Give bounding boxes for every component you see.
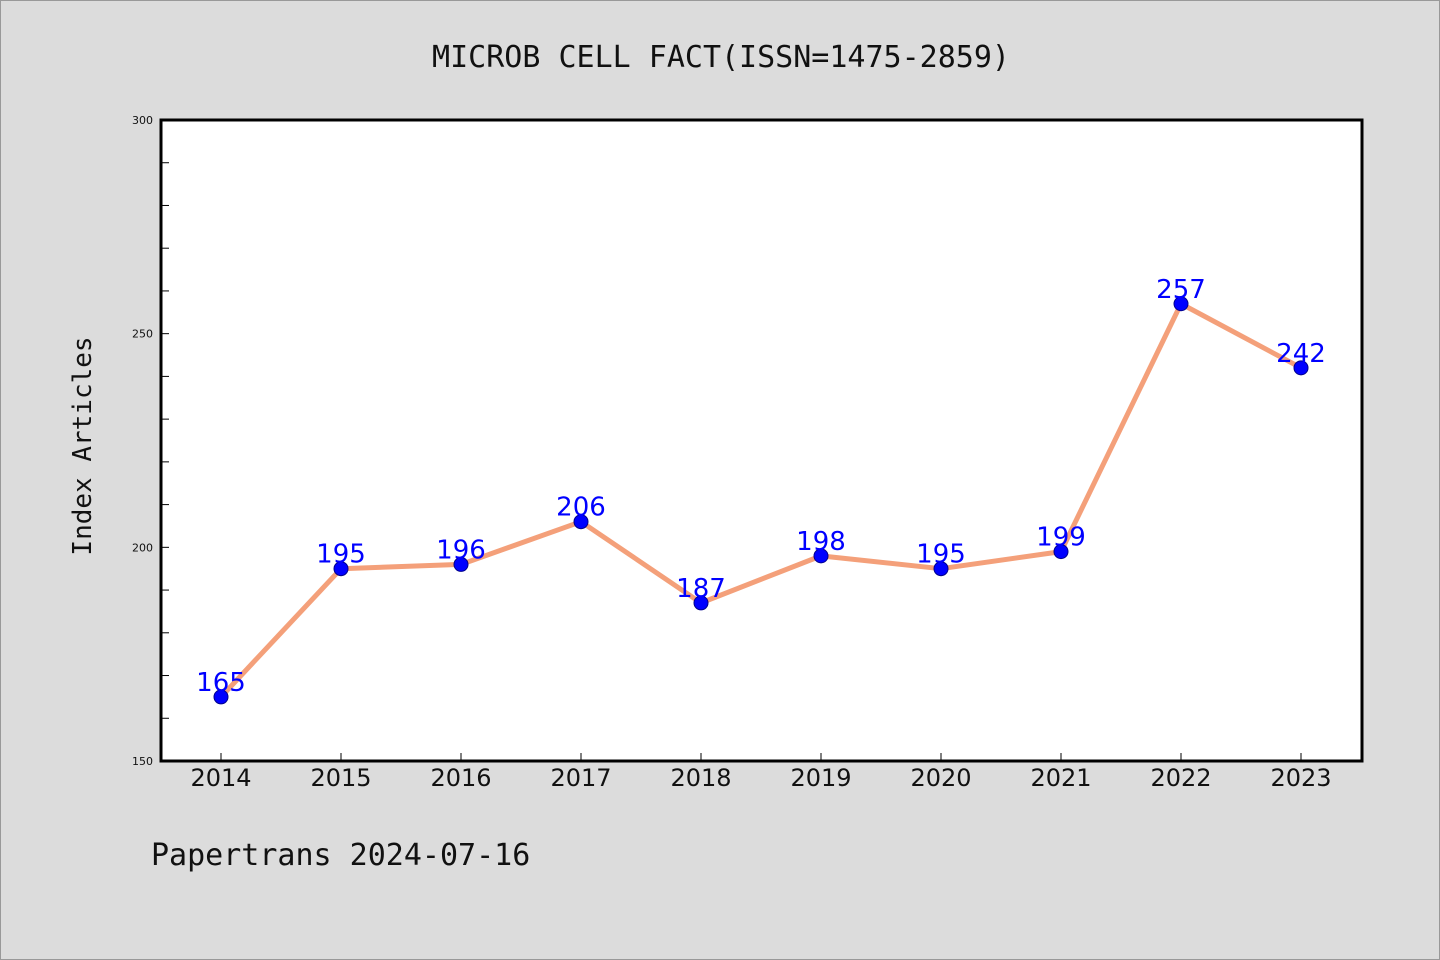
y-tick-label: 300 <box>132 114 153 127</box>
y-tick-label: 250 <box>132 328 153 341</box>
x-axis: 2014 2015 2016 2017 2018 2019 2020 2021 2022 2023 <box>190 753 1332 792</box>
data-point <box>933 561 949 577</box>
data-label: 196 <box>436 535 486 565</box>
data-point <box>453 556 469 572</box>
data-markers <box>213 296 1309 705</box>
data-point <box>1053 544 1069 560</box>
x-tick-label: 2022 <box>1150 764 1211 792</box>
x-tick-label: 2014 <box>190 764 251 792</box>
data-label: 195 <box>916 540 966 570</box>
x-tick-label: 2019 <box>790 764 851 792</box>
x-tick-label: 2018 <box>670 764 731 792</box>
plot-area <box>159 118 1364 763</box>
x-tick-label: 2015 <box>310 764 371 792</box>
data-point <box>573 514 589 530</box>
chart-title: MICROB CELL FACT(ISSN=1475-2859) <box>432 40 1010 75</box>
data-label: 195 <box>316 540 366 570</box>
data-label: 242 <box>1276 339 1326 369</box>
data-label: 206 <box>556 493 606 523</box>
y-tick-label: 150 <box>132 755 153 768</box>
data-labels: 165 195 196 206 187 198 195 199 257 242 <box>196 275 1326 698</box>
footer-source-date: Papertrans 2024-07-16 <box>151 838 530 873</box>
data-point <box>333 561 349 577</box>
y-tick-label: 200 <box>132 541 153 554</box>
series-line <box>219 301 1303 699</box>
x-tick-label: 2017 <box>550 764 611 792</box>
y-axis-label: Index Articles <box>68 336 98 555</box>
x-tick-label: 2016 <box>430 764 491 792</box>
data-point <box>693 595 709 611</box>
y-axis: 150 200 250 300 <box>132 114 169 768</box>
data-label: 257 <box>1156 275 1206 305</box>
data-label: 198 <box>796 527 846 557</box>
data-point <box>813 548 829 564</box>
x-tick-label: 2020 <box>910 764 971 792</box>
data-label: 165 <box>196 668 246 698</box>
data-point <box>1293 360 1309 376</box>
x-tick-label: 2023 <box>1270 764 1331 792</box>
data-label: 199 <box>1036 523 1086 553</box>
data-point <box>1173 296 1189 312</box>
x-tick-label: 2021 <box>1030 764 1091 792</box>
data-label: 187 <box>676 574 726 604</box>
data-point <box>213 689 229 705</box>
